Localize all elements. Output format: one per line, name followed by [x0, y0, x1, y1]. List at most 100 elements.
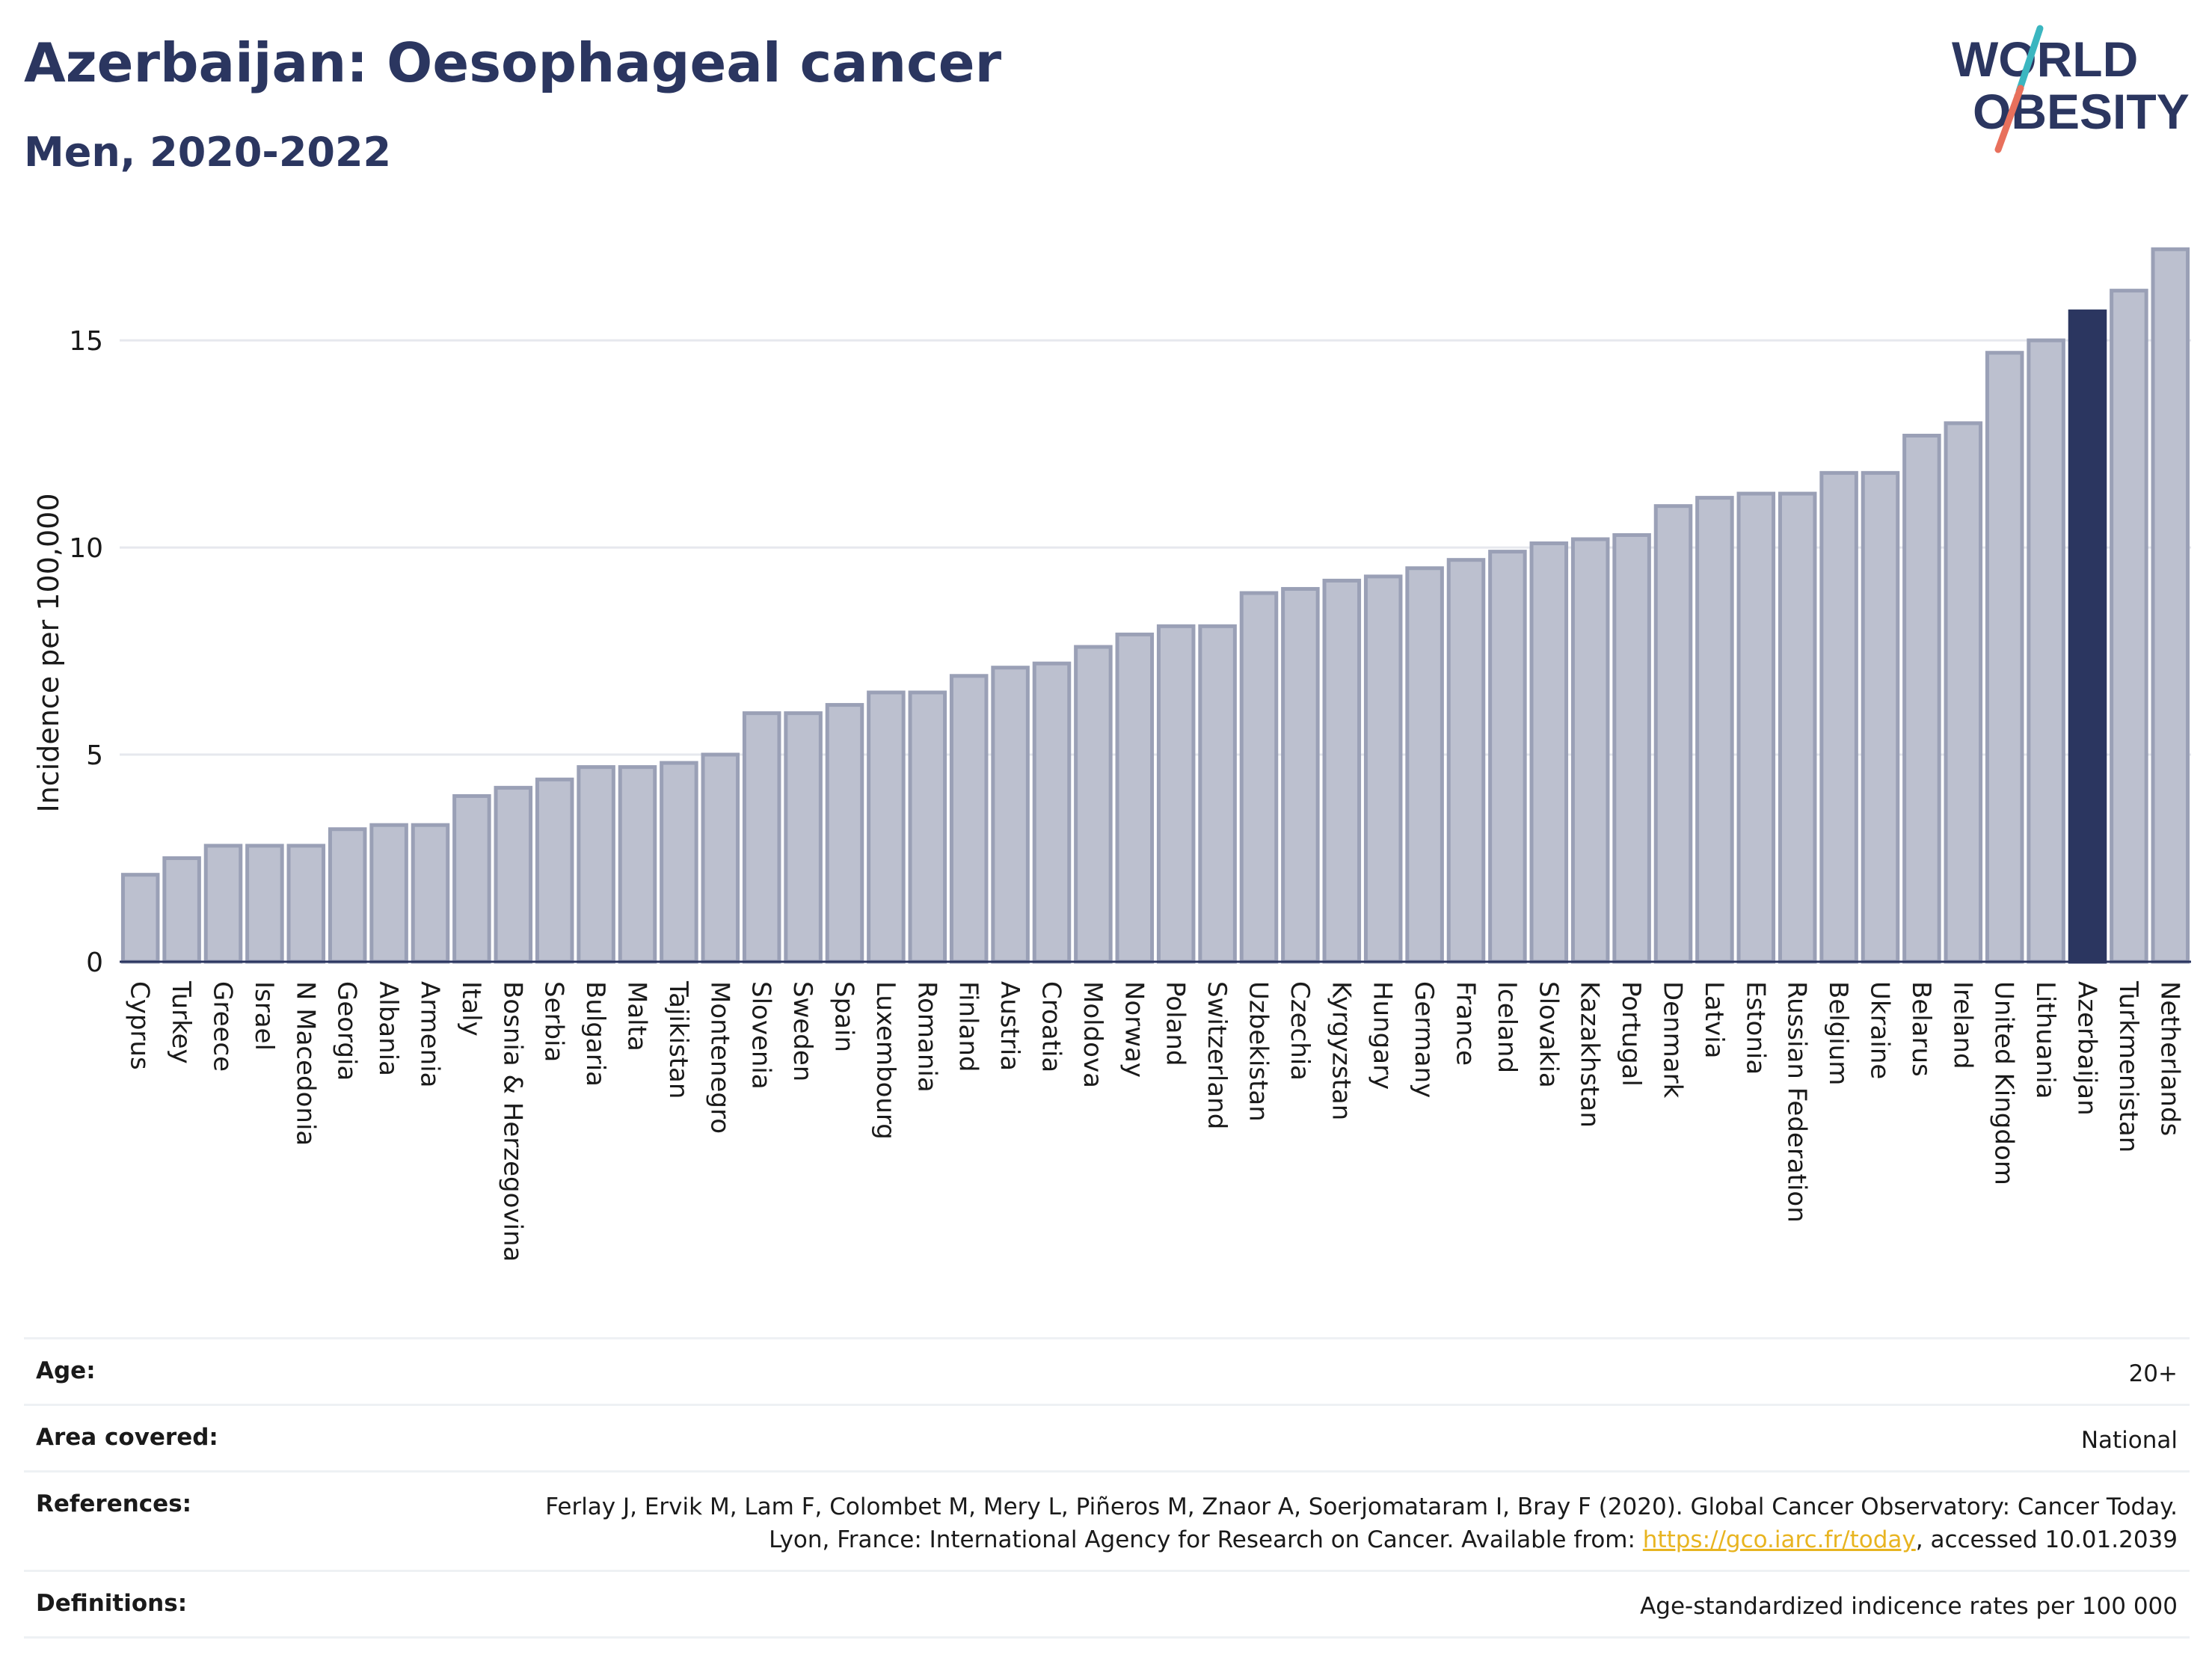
bar-georgia [328, 827, 367, 964]
x-tick-label: Austria [995, 981, 1024, 1071]
info-row-definitions: Definitions: Age-standardized indicence … [24, 1570, 2190, 1639]
x-tick-label: Iceland [1492, 981, 1522, 1073]
x-tick-label: Russian Federation [1782, 981, 1812, 1223]
references-text: Ferlay J, Ervik M, Lam F, Colombet M, Me… [545, 1493, 2178, 1553]
y-axis-title: Incidence per 100,000 [32, 493, 65, 812]
bar-latvia [1695, 496, 1734, 964]
bar-switzerland [1198, 624, 1237, 964]
x-tick-label: Italy [456, 981, 486, 1037]
x-tick-label: Spain [829, 981, 859, 1052]
bar-albania [369, 823, 408, 964]
x-tick-labels: Cyprus Turkey Greece Israel N Macedonia Georg… [125, 980, 2185, 1262]
logo-slash-teal [2015, 25, 2044, 95]
x-tick-label: Georgia [332, 981, 362, 1081]
references-accessed: , accessed 10.01.2039 [1915, 1526, 2178, 1553]
y-tick-labels: 0 5 10 15 [69, 326, 103, 978]
x-tick-label: Belgium [1823, 981, 1853, 1085]
bar-bosnia-herzegovina [494, 785, 533, 964]
bar-turkey [162, 856, 201, 964]
bar-italy [452, 793, 491, 964]
definitions-label: Definitions: [36, 1590, 188, 1617]
x-tick-label: Albania [373, 981, 403, 1076]
x-tick-label: Slovenia [746, 981, 776, 1090]
x-tick-label: Uzbekistan [1244, 981, 1274, 1122]
x-tick-label: Czechia [1285, 981, 1315, 1081]
bar-kazakhstan [1570, 537, 1610, 964]
x-tick-label: Sweden [787, 981, 817, 1081]
bar-greece [203, 844, 243, 964]
bar-croatia [1032, 661, 1072, 964]
bar-netherlands [2151, 247, 2190, 964]
bar-montenegro [701, 752, 740, 964]
bar-uzbekistan [1239, 591, 1279, 964]
x-tick-label: Bosnia & Herzegovina [497, 981, 527, 1262]
y-tick-label: 15 [69, 326, 103, 357]
bar-slovenia [742, 711, 781, 964]
x-tick-label: Croatia [1036, 981, 1066, 1072]
x-tick-label: Turkmenistan [2113, 980, 2143, 1152]
bar-azerbaijan [2068, 309, 2107, 964]
x-tick-label: Hungary [1368, 981, 1398, 1090]
area-value: National [2080, 1427, 2178, 1454]
x-tick-label: Kyrgyzstan [1326, 981, 1356, 1120]
bar-germany [1405, 566, 1444, 964]
x-tick-label: France [1451, 981, 1481, 1066]
bar-russian-federation [1778, 491, 1817, 964]
references-label: References: [36, 1490, 192, 1517]
x-tick-label: Finland [953, 981, 983, 1072]
chart-subtitle: Men, 2020-2022 [24, 129, 392, 176]
x-tick-label: Poland [1161, 981, 1191, 1066]
bar-turkmenistan [2110, 289, 2148, 964]
x-tick-label: Armenia [415, 981, 445, 1088]
area-label: Area covered: [36, 1424, 218, 1451]
bar-lithuania [2027, 338, 2065, 964]
x-tick-label: Greece [208, 981, 238, 1072]
bar-ireland [1944, 421, 1983, 964]
bar-france [1446, 558, 1486, 964]
bar-denmark [1653, 504, 1693, 964]
age-value: 20+ [2128, 1360, 2178, 1387]
x-tick-label: Malta [622, 981, 652, 1051]
definitions-value: Age-standardized indicence rates per 100… [1640, 1593, 2178, 1620]
references-link[interactable]: https://gco.iarc.fr/today [1642, 1526, 1916, 1553]
bar-cyprus [120, 873, 160, 964]
x-tick-label: Lithuania [2030, 981, 2060, 1099]
bar-slovakia [1529, 541, 1569, 964]
y-tick-label: 10 [69, 533, 103, 564]
bar-iceland [1488, 550, 1527, 964]
x-tick-label: Montenegro [704, 981, 734, 1134]
x-tick-label: Luxembourg [870, 981, 900, 1140]
info-row-area: Area covered: National [24, 1404, 2190, 1470]
bar-armenia [411, 823, 450, 964]
bar-portugal [1612, 532, 1651, 964]
bar-poland [1156, 624, 1196, 964]
bar-sweden [784, 711, 823, 964]
x-tick-label: Turkey [166, 980, 196, 1064]
bar-moldova [1074, 645, 1113, 964]
x-tick-label: Kazakhstan [1575, 981, 1605, 1128]
bar-belgium [1819, 470, 1858, 964]
chart-title: Azerbaijan: Oesophageal cancer [24, 31, 1002, 94]
bar-ukraine [1861, 470, 1900, 964]
bar-tajikistan [660, 761, 698, 964]
bar-czechia [1281, 586, 1320, 964]
x-tick-label: Netherlands [2154, 981, 2184, 1136]
bar-norway [1115, 632, 1155, 964]
bar-belarus [1902, 434, 1941, 964]
y-tick-label: 5 [86, 740, 103, 771]
logo-slash-coral [1994, 85, 2024, 153]
age-label: Age: [36, 1357, 96, 1384]
references-value: Ferlay J, Ervik M, Lam F, Colombet M, Me… [532, 1490, 2178, 1556]
bar-chart: 0 5 10 15 Cyprus Turkey Greece Israel N Macedon… [32, 247, 2191, 1262]
info-row-age: Age: 20+ [24, 1337, 2190, 1404]
x-tick-label: Romania [912, 981, 941, 1093]
x-tick-label: Tajikistan [663, 980, 693, 1099]
x-tick-label: Norway [1119, 981, 1149, 1078]
bars [120, 247, 2190, 964]
bar-bulgaria [577, 765, 615, 964]
bar-austria [991, 666, 1030, 964]
x-tick-label: Ukraine [1865, 981, 1895, 1079]
logo-line-1: WORLD [1952, 31, 2138, 87]
x-tick-label: Ireland [1947, 981, 1977, 1069]
bar-hungary [1363, 574, 1403, 964]
